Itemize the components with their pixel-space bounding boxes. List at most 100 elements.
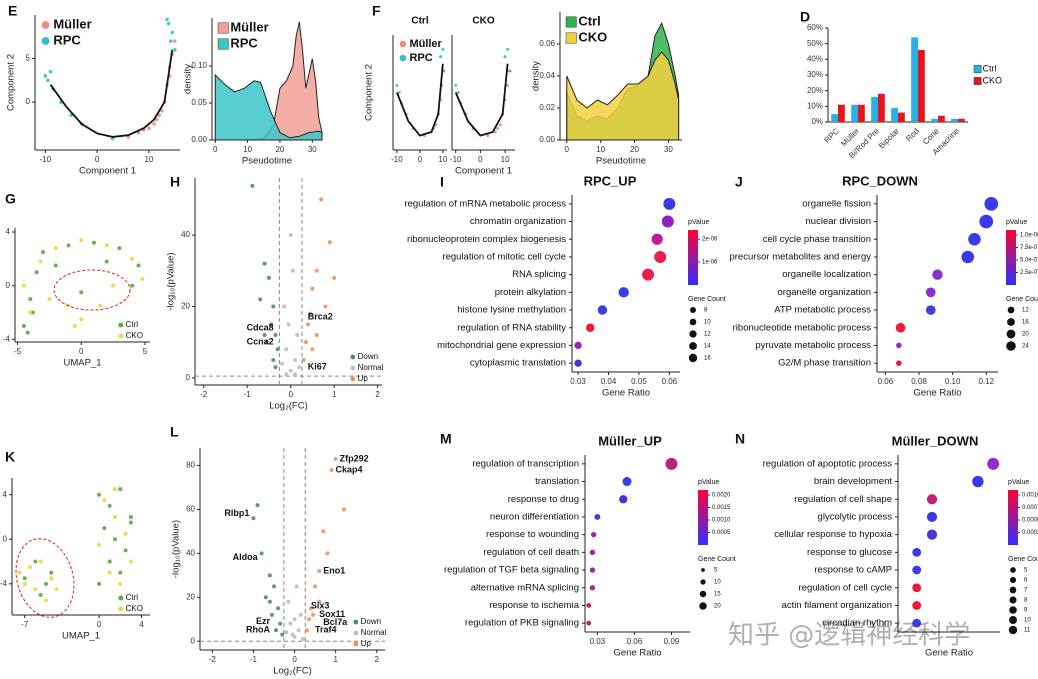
point xyxy=(282,304,287,309)
legend-label: CKO xyxy=(126,331,143,340)
y-tick-label: 0.02 xyxy=(539,103,555,112)
dot xyxy=(597,305,608,315)
y-tick-label: -4 xyxy=(3,334,11,343)
legend-marker xyxy=(353,630,359,636)
point xyxy=(288,621,293,626)
y-tick-label: 0 xyxy=(26,97,31,106)
dot xyxy=(590,531,597,538)
point xyxy=(48,69,53,74)
legend-label: Müller xyxy=(409,38,442,50)
panel-letter: E xyxy=(8,3,17,19)
colorbar-label: 0.0015 xyxy=(712,505,731,511)
size-key xyxy=(1007,306,1015,314)
x-axis-label: Pseudotime xyxy=(596,156,646,167)
dot xyxy=(912,601,922,610)
point xyxy=(294,584,299,589)
watermark: 知乎 @逻辑神经科学 xyxy=(728,621,970,651)
colorbar xyxy=(698,490,708,545)
dot xyxy=(987,457,1000,470)
gene-label: Ckap4 xyxy=(336,464,363,474)
point xyxy=(286,599,291,604)
point xyxy=(147,126,151,131)
legend-swatch xyxy=(973,77,982,85)
x-tick-label: 0.10 xyxy=(945,377,961,386)
bar xyxy=(911,37,918,122)
category-label: response to cAMP xyxy=(814,565,892,576)
legend-swatch xyxy=(973,65,982,73)
dot xyxy=(895,322,906,333)
legend-label: CKO xyxy=(578,29,607,44)
gene-label: RhoA xyxy=(246,625,270,635)
legend-title: pValue xyxy=(688,219,709,226)
x-tick-label: 10 xyxy=(438,155,447,164)
y-tick-label: 20 xyxy=(186,592,195,601)
size-key xyxy=(688,353,698,363)
point xyxy=(456,91,460,94)
size-key-label: 14 xyxy=(704,344,711,350)
point xyxy=(107,503,112,508)
point xyxy=(498,123,502,127)
point xyxy=(250,183,255,188)
legend-marker xyxy=(399,40,407,48)
x-tick-label: 2 xyxy=(375,655,380,664)
gene-label: Ccna2 xyxy=(247,337,274,347)
dot xyxy=(661,215,674,228)
density-area xyxy=(214,73,323,141)
panel-letter: F xyxy=(372,3,381,19)
x-tick-label: -5 xyxy=(14,347,22,356)
point xyxy=(274,628,279,633)
legend-marker xyxy=(350,354,356,360)
y-axis-label: density xyxy=(531,61,542,91)
point xyxy=(34,270,39,275)
category-label: regulation of RNA stability xyxy=(457,322,566,333)
point xyxy=(266,275,271,280)
point xyxy=(118,487,123,492)
category-label: G2/M phase transition xyxy=(778,358,871,369)
point xyxy=(43,581,48,586)
point xyxy=(284,372,289,377)
category-label: alternative mRNA splicing xyxy=(471,582,579,593)
size-key-label: 10 xyxy=(704,320,711,326)
legend-marker xyxy=(118,606,124,612)
point xyxy=(327,240,332,245)
legend-swatch xyxy=(217,38,229,50)
panel-letter: D xyxy=(800,9,810,25)
size-key xyxy=(1010,567,1016,573)
legend-title: pValue xyxy=(1006,219,1027,226)
x-axis-label: Log₂(FC) xyxy=(273,666,312,677)
point xyxy=(28,565,33,570)
colorbar-label: 0.0020 xyxy=(712,493,731,499)
chart-title: RPC_DOWN xyxy=(842,173,918,188)
point xyxy=(280,632,285,637)
gene-label: Zfp292 xyxy=(340,453,369,463)
point xyxy=(140,276,145,281)
size-key-label: 16 xyxy=(1022,320,1029,326)
colorbar-label: 0.0010 xyxy=(712,518,731,524)
chart-title: Müller_DOWN xyxy=(892,433,979,448)
x-tick-label: 10 xyxy=(144,155,153,164)
category-label: ATP metabolic process xyxy=(774,305,871,316)
size-key-label: 20 xyxy=(1022,332,1029,338)
dot xyxy=(912,547,922,557)
legend-marker xyxy=(41,37,50,45)
size-key-label: 6 xyxy=(1024,578,1028,584)
gene-label: Bcl7a xyxy=(323,617,348,627)
gene-label: Six3 xyxy=(311,600,330,610)
point xyxy=(332,275,337,280)
point xyxy=(310,347,315,352)
legend-title: Gene Count xyxy=(688,296,726,303)
legend-label: Müller xyxy=(53,16,91,31)
legend-label: Down xyxy=(361,617,381,626)
y-tick-label: 0.00 xyxy=(539,135,555,144)
x-axis-label: Gene Ratio xyxy=(913,388,961,399)
point xyxy=(128,559,133,564)
legend-label: Müller xyxy=(230,19,268,34)
panel-letter: M xyxy=(440,431,452,447)
legend-label: Normal xyxy=(358,363,384,372)
dot xyxy=(925,305,936,315)
category-label: cytoplasmic translation xyxy=(470,358,566,369)
x-axis-label: Component 1 xyxy=(455,166,512,177)
category-label: response to ischemia xyxy=(489,600,579,611)
